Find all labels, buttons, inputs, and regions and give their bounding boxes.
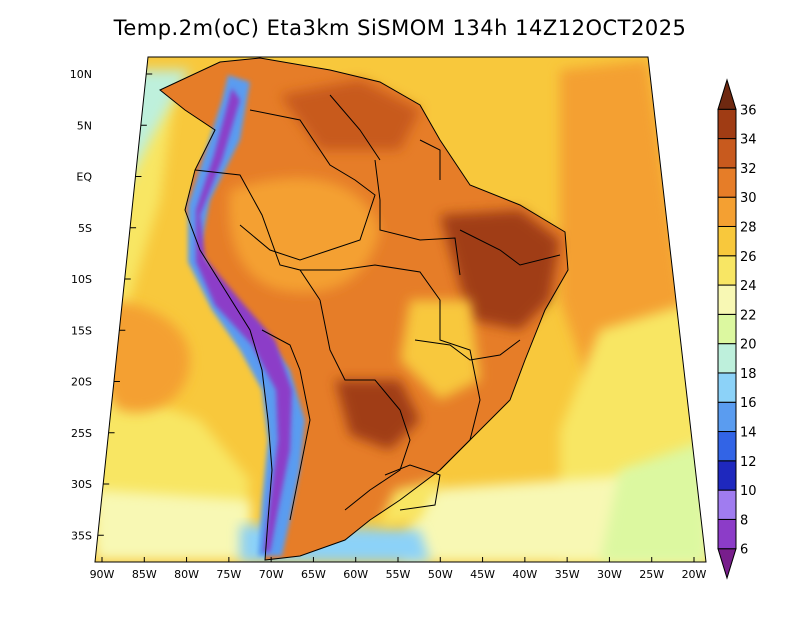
- central-plateau-area: [400, 300, 480, 400]
- border-guianas: [329, 94, 441, 180]
- border-brazil-states-northeast: [459, 229, 561, 266]
- colorbar-segment: [717, 225, 737, 257]
- map-frame: [94, 56, 707, 563]
- lon-tick-label: 25W: [639, 568, 664, 581]
- colorbar-segment: [717, 372, 737, 403]
- paraguay-hot-area: [335, 380, 420, 450]
- colorbar-segment: [717, 284, 737, 315]
- lon-tick-label: 85W: [132, 568, 157, 581]
- lon-tick-label: 40W: [512, 568, 537, 581]
- colorbar-label: 24: [740, 279, 757, 294]
- lon-tick-label: 55W: [386, 568, 411, 581]
- lat-tick-label: 30S: [71, 478, 92, 491]
- lon-tick-label: 90W: [90, 568, 115, 581]
- colorbar-top-triangle: [717, 78, 737, 110]
- colorbar-label: 28: [740, 220, 757, 235]
- uruguay-mild-area: [380, 480, 440, 525]
- atlantic-far-south: [600, 440, 706, 562]
- colorbar-bottom-triangle: [717, 548, 737, 580]
- map-title: Temp.2m(oC) Eta3km SiSMOM 134h 14Z12OCT2…: [113, 16, 687, 40]
- lat-tick-label: 10S: [71, 273, 92, 286]
- colorbar-segment: [717, 460, 737, 491]
- colorbar-label: 26: [740, 250, 757, 265]
- border-bolivia-paraguay-argentina: [319, 299, 411, 511]
- colorbar-label: 20: [740, 338, 757, 353]
- lat-tick-label: 25S: [71, 427, 92, 440]
- lat-tick-label: 10N: [70, 68, 92, 81]
- colorbar-segment: [717, 401, 737, 433]
- pacific-warm-patch: [99, 300, 190, 413]
- lat-tick-label: 35S: [71, 529, 92, 542]
- colorbar: 6 8 10 12 14 16 18 20 22 24 26 28 30 32 34 36: [717, 78, 757, 580]
- colorbar-label: 6: [740, 543, 748, 558]
- lon-tick-label: 60W: [343, 568, 368, 581]
- lon-tick-label: 50W: [428, 568, 453, 581]
- colorbar-label: 16: [740, 396, 757, 411]
- colorbar-label: 34: [740, 133, 757, 148]
- temperature-field: [95, 57, 706, 562]
- border-uruguay: [384, 464, 441, 511]
- lat-tick-label: 15S: [71, 324, 92, 337]
- border-brazil-states-southeast: [414, 339, 521, 361]
- colorbar-label: 18: [740, 367, 757, 382]
- lon-tick-label: 65W: [301, 568, 326, 581]
- colorbar-segment: [717, 343, 737, 374]
- country-borders: [159, 57, 569, 561]
- colorbar-segment: [717, 255, 737, 286]
- lon-tick-label: 20W: [682, 568, 707, 581]
- colorbar-segment: [717, 518, 737, 550]
- colorbar-segment: [717, 431, 737, 462]
- pacific-south-cool: [95, 490, 250, 560]
- border-brazil-central: [300, 264, 481, 471]
- colorbar-label: 12: [740, 455, 757, 470]
- colorbar-label: 8: [740, 513, 748, 528]
- lat-tick-label: 5S: [78, 222, 92, 235]
- latitude-axis: 10N 5N EQ 5S 10S 15S 20S 25S 30S 35S: [70, 68, 153, 542]
- longitude-axis: 90W 85W 80W 75W 70W 65W 60W 55W 50W 45W 40W 35W 30W 2…: [90, 557, 707, 581]
- andes-cold-band: [188, 75, 305, 556]
- lat-tick-label: 20S: [71, 376, 92, 389]
- colorbar-label: 14: [740, 426, 757, 441]
- amazon-milder-area: [229, 178, 380, 293]
- colorbar-label: 10: [740, 484, 757, 499]
- border-brazil-states-north: [374, 159, 461, 276]
- lon-tick-label: 80W: [174, 568, 199, 581]
- colorbar-segment: [717, 138, 737, 169]
- colorbar-label: 22: [740, 308, 757, 323]
- colorbar-label: 32: [740, 162, 757, 177]
- lon-tick-label: 45W: [470, 568, 495, 581]
- border-colombia-ecuador-peru: [194, 169, 321, 301]
- lat-tick-label: EQ: [76, 171, 92, 184]
- lon-tick-label: 35W: [555, 568, 580, 581]
- colorbar-label: 36: [740, 103, 757, 118]
- colorbar-segment: [717, 313, 737, 345]
- colorbar-segment: [717, 196, 737, 227]
- continent-coastline: [159, 57, 569, 561]
- lat-tick-label: 5N: [77, 119, 92, 132]
- border-venezuela-colombia-brazil: [239, 109, 376, 261]
- colorbar-segment: [717, 489, 737, 520]
- colorbar-segment: [717, 167, 737, 198]
- north-hot-area: [280, 80, 420, 150]
- lon-tick-label: 30W: [597, 568, 622, 581]
- lon-tick-label: 75W: [216, 568, 241, 581]
- lon-tick-label: 70W: [259, 568, 284, 581]
- colorbar-segment: [717, 108, 737, 140]
- border-chile-argentina: [261, 329, 311, 521]
- colorbar-label: 30: [740, 191, 757, 206]
